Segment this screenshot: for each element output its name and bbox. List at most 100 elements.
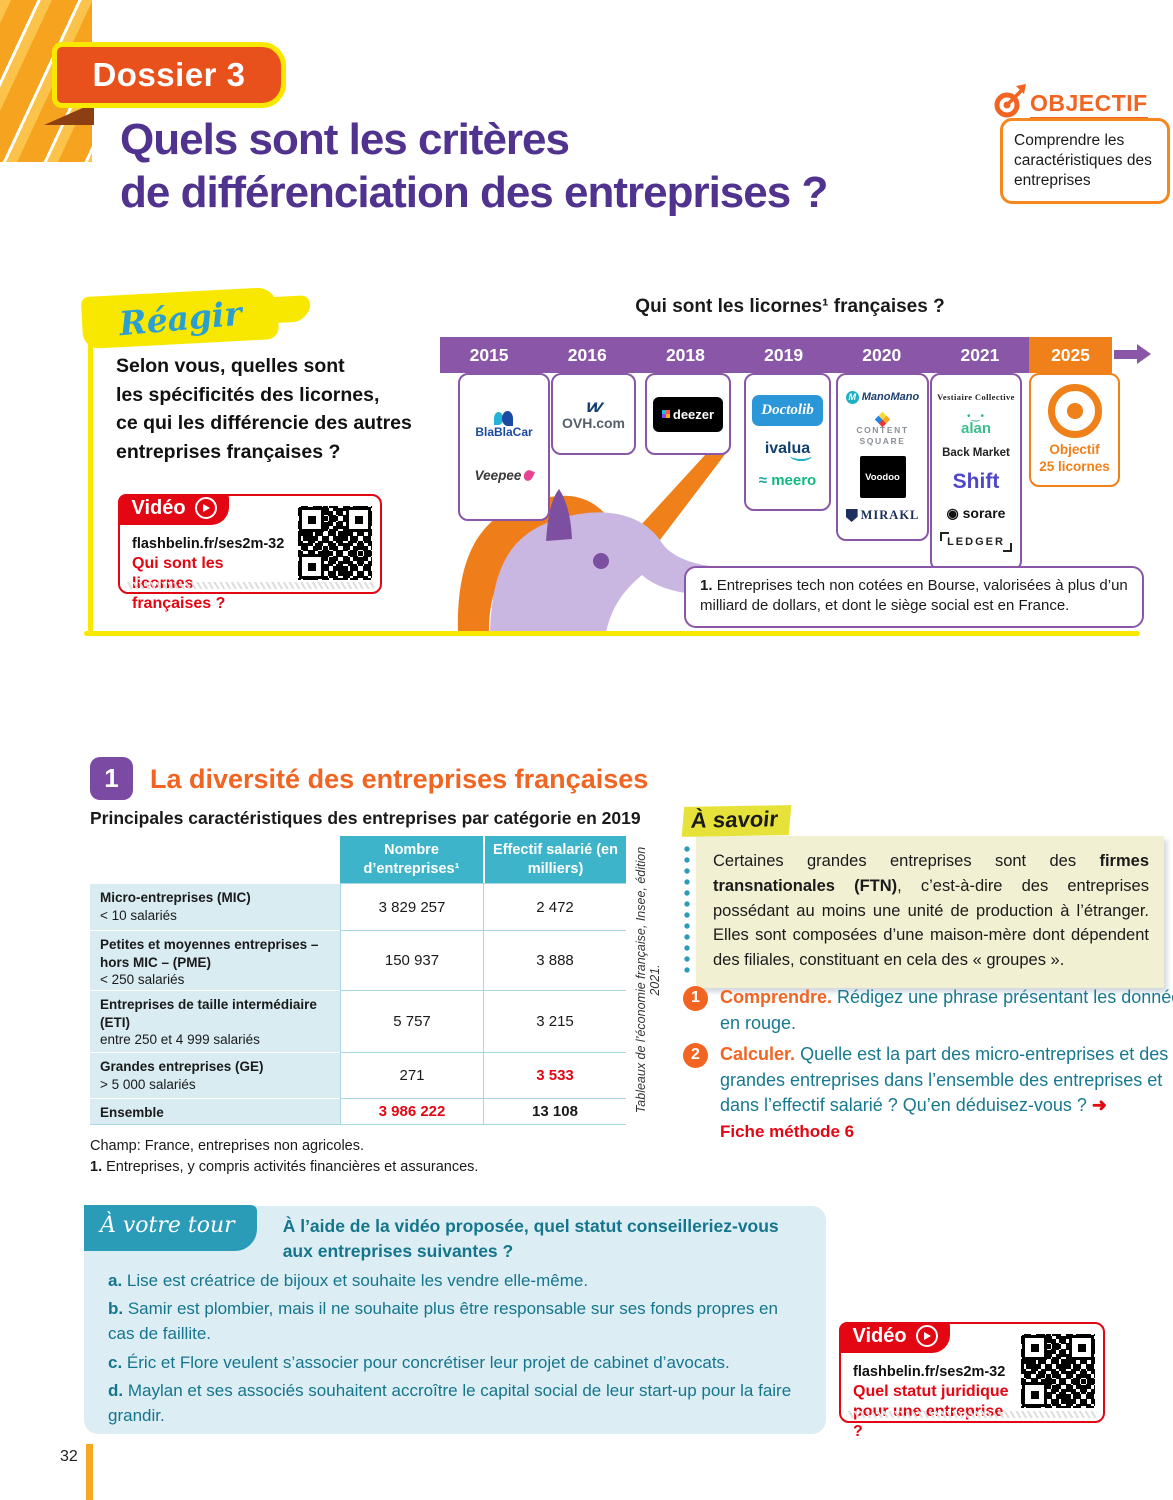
avt-item-d: d. Maylan et ses associés souhaitent acc… <box>108 1381 792 1425</box>
play-icon <box>194 497 217 519</box>
badge-fold-decoration <box>44 103 94 125</box>
timeline-year-2021: 2021 <box>930 337 1030 373</box>
asavoir-body: Certaines grandes entreprises sont des f… <box>696 836 1164 988</box>
contentsquare-logo: CONTENT SQUARE <box>856 411 908 446</box>
asavoir-dotted-rule <box>684 846 690 976</box>
page-number-rule <box>86 1444 93 1500</box>
timeline-arrow-icon <box>1114 344 1151 364</box>
reagir-question-line: les spécificités des licornes, <box>116 383 380 406</box>
timeline-box-2025: Objectif 25 licornes <box>1029 373 1120 487</box>
voodoo-logo: Voodoo <box>859 456 906 499</box>
table-row: Grandes entreprises (GE) > 5 000 salariés… <box>90 1052 626 1098</box>
meero-logo: ≈ meero <box>758 472 817 489</box>
page-title-line2: de différenciation des entreprises ? <box>120 167 828 217</box>
meero-wave-icon: ≈ <box>758 472 768 489</box>
mirakl-logo: MIRAKL <box>845 508 920 523</box>
timeline-year-2025: 2025 <box>1029 337 1113 373</box>
footnote-number: 1. <box>700 577 713 594</box>
timeline-footnote: 1. Entreprises tech non cotées en Bourse… <box>684 566 1144 628</box>
objectif-text: Comprendre les caractéristiques des entr… <box>1014 132 1152 190</box>
video-url[interactable]: flashbelin.fr/ses2m-32 <box>853 1364 1006 1380</box>
objectif-box: Comprendre les caractéristiques des entr… <box>1000 118 1170 205</box>
unicorn-illustration <box>457 443 739 633</box>
table-title: Principales caractéristiques des entrepr… <box>90 808 641 828</box>
video-box-licornes[interactable]: Vidéo flashbelin.fr/ses2m-32 Qui sont le… <box>117 493 382 612</box>
mirakl-shield-icon <box>845 509 858 522</box>
timeline-year-2018: 2018 <box>636 337 735 373</box>
timeline-box-2018: deezer <box>645 373 731 455</box>
reagir-question-line: Selon vous, quelles sont <box>116 355 345 377</box>
objective-25-licornes: Objectif 25 licornes <box>1039 441 1110 475</box>
table-notes: Champ: France, entreprises non agricoles… <box>90 1138 479 1176</box>
vestiaire-collective-logo: Vestiaire Collective <box>937 391 1015 402</box>
sorare-logo: ◉ sorare <box>946 504 1006 521</box>
alan-face-icon: •‿• <box>966 410 986 422</box>
timeline-box-2020: M ManoMano CONTENT SQUARE Voodoo MIRAKL <box>836 373 929 541</box>
timeline-year-2019: 2019 <box>734 337 833 373</box>
fiche-methode-link[interactable]: Fiche méthode 6 <box>720 1121 855 1141</box>
timeline-box-2019: Doctolib ivalua ≈ meero <box>744 373 831 511</box>
a-votre-tour-tab: À votre tour <box>84 1205 257 1251</box>
section-number-badge: 1 <box>90 757 133 800</box>
table-row: Entreprises de taille intermédiaire (ETI… <box>90 990 626 1052</box>
question-number-badge: 2 <box>683 1043 708 1068</box>
video-body: flashbelin.fr/ses2m-32 Quel statut jurid… <box>853 1364 1011 1442</box>
veepee-butterfly-icon <box>522 468 536 483</box>
reagir-label: Réagir <box>117 293 243 343</box>
reagir-banner: Réagir <box>80 286 280 350</box>
question-1: 1 Comprendre. Rédigez une phrase présent… <box>683 985 1173 1036</box>
video-body: flashbelin.fr/ses2m-32 Qui sont les lico… <box>132 536 288 614</box>
video-tab[interactable]: Vidéo <box>117 493 229 525</box>
section-divider-rule <box>84 631 1140 636</box>
asavoir-label: À savoir <box>681 805 792 837</box>
method-arrow-icon: ➜ <box>1091 1095 1107 1116</box>
video-tab[interactable]: Vidéo <box>838 1321 950 1353</box>
target-icon <box>1047 383 1102 438</box>
column-header-effectif: Effectif salarié (en milliers) <box>483 836 626 883</box>
timeline-year-2015: 2015 <box>440 337 539 373</box>
table-header-row: Nombre d’entreprises¹ Effectif salarié (… <box>90 836 626 883</box>
manomano-icon: M <box>845 390 859 404</box>
doctolib-logo: Doctolib <box>752 395 823 426</box>
section-title: La diversité des entreprises françaises <box>150 764 649 794</box>
alan-logo: •‿• alan <box>960 410 991 437</box>
table-row: Petites et moyennes entreprises – hors M… <box>90 930 626 990</box>
page-title: Quels sont les critères de différenciati… <box>120 114 828 220</box>
veepee-logo: Veepee <box>475 468 536 483</box>
ovh-mark-icon: vv <box>584 396 603 417</box>
video-box-statut[interactable]: Vidéo flashbelin.fr/ses2m-32 Quel statut… <box>838 1321 1105 1440</box>
reagir-question: Selon vous, quelles sont les spécificité… <box>116 352 476 467</box>
question-2: 2 Calculer. Quelle est la part des micro… <box>683 1042 1173 1144</box>
video-url[interactable]: flashbelin.fr/ses2m-32 <box>132 536 285 552</box>
reagir-question-line: entreprises françaises ? <box>116 440 341 463</box>
page-title-line1: Quels sont les critères <box>120 115 570 164</box>
objectif-header: OBJECTIF <box>992 82 1148 120</box>
play-icon <box>915 1325 938 1347</box>
blablacar-bubble-icon <box>502 411 514 427</box>
table-row-total: Ensemble 3 986 222 13 108 <box>90 1098 626 1125</box>
video-label: Vidéo <box>852 1324 907 1347</box>
qr-code[interactable] <box>1021 1334 1095 1408</box>
objectif-label: OBJECTIF <box>1030 90 1148 120</box>
blablacar-bubble-icon <box>494 412 504 426</box>
blablacar-logo: BlaBlaCar <box>475 411 533 439</box>
question-number-badge: 1 <box>683 986 708 1011</box>
a-votre-tour-box: À votre tour À l’aide de la vidéo propos… <box>84 1205 826 1434</box>
manomano-logo: M ManoMano <box>845 390 919 404</box>
video-title: Qui sont les licornes françaises ? <box>132 555 226 612</box>
dossier-badge: Dossier 3 <box>52 42 286 108</box>
ledger-logo: LEDGER <box>940 532 1012 553</box>
deezer-logo: deezer <box>652 396 724 432</box>
qr-code[interactable] <box>298 506 372 580</box>
timeline-year-bar: 2015 2016 2018 2019 2020 2021 2025 <box>440 337 1113 373</box>
table-note-champ: Champ: France, entreprises non agricoles… <box>90 1138 365 1154</box>
enterprise-table: Nombre d’entreprises¹ Effectif salarié (… <box>90 836 626 1125</box>
deezer-equalizer-icon <box>661 410 670 418</box>
ivalua-logo: ivalua <box>764 440 813 461</box>
dossier-badge-label: Dossier 3 <box>92 56 246 93</box>
avt-item-c: c. Éric et Flore veulent s’associer pour… <box>108 1352 730 1372</box>
timeline-box-2015: BlaBlaCar Veepee <box>458 373 550 521</box>
timeline-box-2016: vv OVH.com <box>551 373 636 455</box>
column-header-nombre: Nombre d’entreprises¹ <box>340 836 483 883</box>
